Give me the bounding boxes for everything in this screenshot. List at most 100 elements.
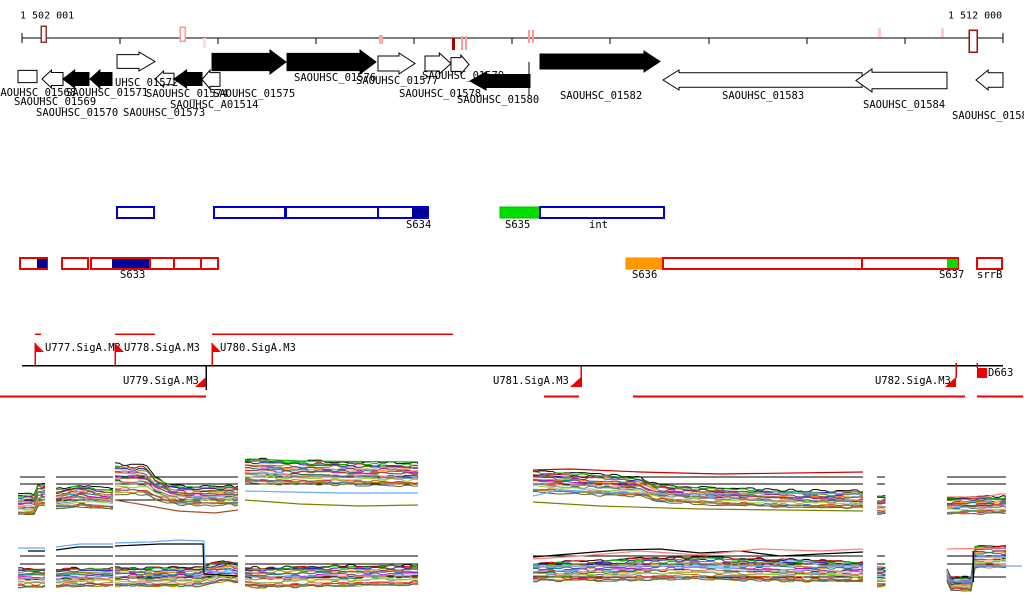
gene-arrow[interactable] (201, 68, 221, 91)
expression-series (532, 490, 864, 509)
expression-series (115, 561, 239, 571)
expression-series (114, 491, 239, 506)
expression-forward-panel (18, 457, 1007, 515)
tu-forward-label[interactable]: U780.SigA.M3 (220, 342, 296, 354)
segment-label[interactable]: S634 (406, 219, 431, 231)
tu-reverse-flag[interactable] (195, 377, 206, 387)
gene-arrow[interactable] (173, 69, 203, 89)
expression-series (114, 472, 239, 495)
tu-d663-label[interactable]: D663 (988, 367, 1013, 379)
gene-label[interactable]: SAOUHSC_01568 (0, 87, 76, 99)
gene-label[interactable]: SAOUHSC_01582 (560, 90, 642, 102)
gene-arrow[interactable] (62, 68, 90, 90)
expression-series (55, 569, 114, 573)
expression-series (18, 503, 46, 514)
gene-arrow[interactable] (89, 68, 113, 90)
tu-forward-label[interactable]: U777.SigA.M3 (45, 342, 121, 354)
segment-box[interactable] (116, 206, 155, 219)
gene-arrow[interactable] (855, 68, 948, 93)
ruler-marker (40, 25, 47, 43)
segment-box[interactable] (976, 257, 1003, 270)
gene-arrow[interactable] (41, 68, 64, 90)
expression-series (244, 568, 419, 575)
gene-label[interactable]: SAOUHSC_A01514 (170, 99, 259, 111)
expression-series (532, 483, 864, 504)
segment-label[interactable]: int (589, 219, 608, 231)
gene-arrow[interactable] (154, 69, 175, 89)
segment-label[interactable]: srrB (977, 269, 1002, 281)
gene-label[interactable]: SAOUHSC_01580 (457, 94, 539, 106)
gene-arrow[interactable] (116, 51, 156, 72)
tu-reverse-flag[interactable] (945, 377, 956, 387)
gene-label[interactable]: SAOUHSC_01585 (952, 110, 1024, 122)
gene-label[interactable]: SAOUHSC_01574 (146, 88, 228, 100)
gene-arrow[interactable] (539, 50, 661, 73)
gene-arrow[interactable] (286, 49, 377, 75)
segment-box[interactable] (213, 206, 286, 219)
segment-box[interactable] (662, 257, 959, 270)
tu-reverse-flag[interactable] (570, 377, 581, 387)
ruler-marker (203, 38, 206, 48)
expression-series (244, 472, 419, 479)
segment-box-solid[interactable] (625, 257, 664, 270)
expression-series (114, 480, 239, 500)
gene-label[interactable]: SAOUHSC_01569 (14, 96, 96, 108)
gene-arrow[interactable] (975, 68, 1004, 92)
tu-reverse-label[interactable]: U782.SigA.M3 (875, 375, 951, 387)
gene-label[interactable]: SAOUHSC_01577 (356, 75, 438, 87)
expression-outlier-series (532, 548, 864, 558)
segment-box[interactable] (285, 206, 429, 219)
expression-series (946, 557, 1007, 587)
expression-series (114, 477, 239, 497)
segment-label[interactable]: S637 (939, 269, 964, 281)
gene-arrow[interactable] (424, 51, 452, 76)
tu-reverse-label[interactable]: U779.SigA.M3 (123, 375, 199, 387)
expression-outlier-series (947, 493, 1006, 498)
gene-label[interactable]: SAOUHSC_01578 (399, 88, 481, 100)
expression-series (115, 571, 239, 581)
expression-outlier-series (532, 501, 864, 512)
gene-arrow[interactable] (377, 52, 416, 75)
expression-series (532, 485, 864, 505)
expression-series (18, 496, 46, 508)
expression-outlier-series (946, 547, 1007, 550)
expression-outlier-series (114, 543, 239, 577)
expression-series (877, 568, 886, 572)
segment-box[interactable] (90, 257, 219, 270)
gene-label[interactable]: SAOUHSC_01575 (213, 88, 295, 100)
segment-box-solid[interactable] (499, 206, 541, 219)
expression-series (55, 579, 114, 583)
tu-forward-flag[interactable] (35, 343, 44, 352)
segment-box[interactable] (61, 257, 89, 270)
gene-label[interactable]: SAOUHSC_01576 (294, 72, 376, 84)
gene-arrow[interactable] (450, 53, 470, 76)
tu-d663-box[interactable] (977, 368, 987, 378)
tu-forward-label[interactable]: U778.SigA.M3 (124, 342, 200, 354)
tu-forward-flag[interactable] (212, 343, 221, 352)
gene-label[interactable]: SAOUHSC_01583 (722, 90, 804, 102)
segment-box[interactable] (539, 206, 665, 219)
segment-label[interactable]: S636 (632, 269, 657, 281)
expression-series (877, 571, 886, 573)
ruler-marker (941, 28, 944, 37)
gene-label[interactable]: SAOUHSC_01571 (66, 87, 148, 99)
gene-label[interactable]: SAOUHSC_01573 (123, 107, 205, 119)
gene-label[interactable]: SAOUHSC_01579 (422, 70, 504, 82)
gene-arrow[interactable] (17, 69, 38, 84)
tu-forward-flag[interactable] (115, 343, 124, 352)
tu-reverse-label[interactable]: U781.SigA.M3 (493, 375, 569, 387)
expression-series (244, 575, 419, 581)
segment-label[interactable]: S633 (120, 269, 145, 281)
expression-series (18, 491, 46, 504)
expression-series (946, 560, 1007, 588)
expression-series (55, 571, 114, 575)
gene-arrow[interactable] (211, 49, 287, 75)
gene-label[interactable]: UHSC_01572 (115, 77, 178, 89)
gene-label[interactable]: SAOUHSC_01584 (863, 99, 945, 111)
gene-label[interactable]: SAOUHSC_01570 (36, 107, 118, 119)
gene-arrow[interactable] (662, 69, 863, 91)
expression-series (244, 564, 419, 571)
gene-arrow[interactable] (468, 71, 531, 91)
segment-label[interactable]: S635 (505, 219, 530, 231)
